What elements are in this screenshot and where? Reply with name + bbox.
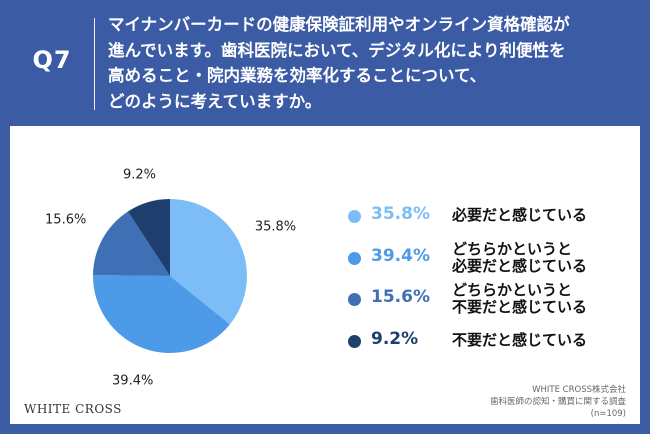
legend-percent: 35.8% — [371, 204, 430, 224]
pie-slice — [93, 211, 170, 276]
question-line: 進んでいます。歯科医院において、デジタル化により利便性を — [108, 40, 566, 60]
question-line: 高めること・院内業務を効率化することについて、 — [108, 66, 487, 85]
question-text: マイナンバーカードの健康保険証利用やオンライン資格確認が 進んでいます。歯科医院… — [108, 12, 633, 114]
pie-slice-label: 35.8% — [255, 220, 296, 235]
source-line: (n=109) — [590, 409, 626, 419]
legend-swatch — [348, 210, 361, 223]
legend-swatch — [348, 252, 361, 265]
legend-label: どちらかというと 不要だと感じている — [452, 282, 642, 316]
legend-percent: 39.4% — [371, 246, 430, 266]
legend-label-line: 不要だと感じている — [452, 298, 588, 316]
legend-label-line: 必要だと感じている — [452, 257, 588, 275]
pie-slice — [127, 199, 170, 276]
pie-slice-label: 9.2% — [123, 167, 156, 182]
legend-label-line: どちらかというと — [452, 281, 573, 299]
legend-label-line: どちらかというと — [452, 240, 573, 258]
legend-label: どちらかというと 必要だと感じている — [452, 241, 642, 275]
pie-slice-label: 39.4% — [112, 374, 153, 389]
pie-slice-label: 15.6% — [45, 213, 86, 228]
pie-slice — [170, 199, 247, 325]
legend-swatch — [348, 335, 361, 348]
legend-percent: 15.6% — [371, 287, 430, 307]
source-line: WHITE CROSS株式会社 — [532, 385, 626, 395]
source-note: WHITE CROSS株式会社 歯科医師の認知・購買に関する調査 (n=109) — [490, 384, 626, 420]
chart-panel: 35.8% 39.4% 15.6% 9.2% 35.8% 必要だと感じている 39.4… — [10, 126, 640, 424]
legend-label: 必要だと感じている — [452, 207, 642, 224]
legend-percent: 9.2% — [371, 329, 419, 349]
source-line: 歯科医師の認知・購買に関する調査 — [489, 397, 626, 407]
legend-label-line: 不要だと感じている — [452, 331, 588, 349]
header-divider — [94, 18, 95, 110]
pie-chart: 35.8% 39.4% 15.6% 9.2% — [45, 167, 296, 389]
question-line: マイナンバーカードの健康保険証利用やオンライン資格確認が — [108, 15, 570, 34]
pie-slice — [93, 275, 230, 353]
brand-logo-text: WHITE CROSS — [24, 402, 122, 416]
legend-label-line: 必要だと感じている — [452, 206, 588, 224]
question-number: Q7 — [32, 46, 72, 74]
legend-swatch — [348, 293, 361, 306]
question-line: どのように考えていますか。 — [108, 91, 322, 111]
legend-label: 不要だと感じている — [452, 332, 642, 349]
question-header: Q7 マイナンバーカードの健康保険証利用やオンライン資格確認が 進んでいます。歯… — [0, 0, 650, 125]
